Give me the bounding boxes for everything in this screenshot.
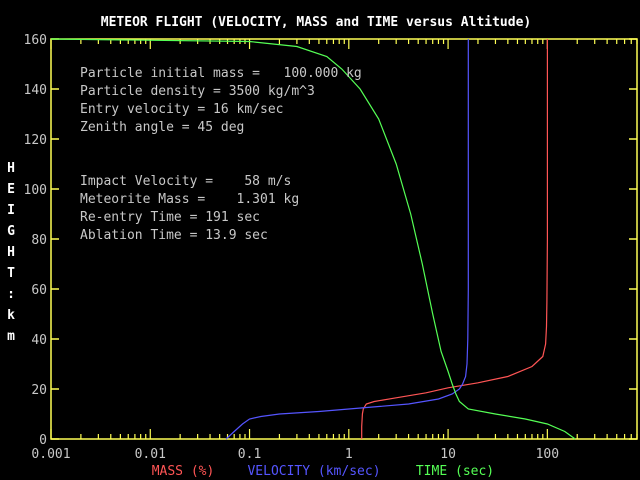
info-line: Re-entry Time = 191 sec bbox=[80, 210, 260, 225]
y-tick-label: 100 bbox=[24, 183, 47, 198]
info-line: Particle density = 3500 kg/m^3 bbox=[80, 84, 315, 99]
series-line bbox=[50, 38, 576, 440]
info-line: Entry velocity = 16 km/sec bbox=[80, 102, 284, 117]
x-tick-label: 0.001 bbox=[31, 447, 70, 462]
info-line: Particle initial mass = 100.000 kg bbox=[80, 66, 362, 81]
series-lines bbox=[50, 38, 576, 440]
legend-entry: VELOCITY (km/sec) bbox=[247, 464, 380, 479]
y-axis-title-char: H bbox=[7, 245, 15, 260]
series-line bbox=[361, 39, 549, 439]
x-axis-ticks: 0.001 0.01 0.1 1 10 100 bbox=[31, 39, 638, 462]
y-axis-title-char: k bbox=[7, 308, 15, 323]
info-line: Ablation Time = 13.9 sec bbox=[80, 228, 268, 243]
y-tick-label: 20 bbox=[31, 383, 47, 398]
y-axis-ticks: 0 20 40 60 80 100 120 140 160 bbox=[24, 33, 637, 448]
y-axis-title-char: H bbox=[7, 161, 15, 176]
y-tick-label: 60 bbox=[31, 283, 47, 298]
x-tick-label: 0.01 bbox=[135, 447, 166, 462]
y-axis-title-char: G bbox=[7, 224, 15, 239]
info-line: Impact Velocity = 58 m/s bbox=[80, 174, 291, 189]
x-tick-label: 100 bbox=[536, 447, 559, 462]
chart-title: METEOR FLIGHT (VELOCITY, MASS and TIME v… bbox=[101, 15, 531, 30]
y-tick-label: 140 bbox=[24, 83, 47, 98]
y-axis-title-char: m bbox=[7, 329, 15, 344]
y-axis-title-char: T bbox=[7, 266, 15, 281]
y-tick-label: 0 bbox=[39, 433, 47, 448]
x-tick-label: 1 bbox=[345, 447, 353, 462]
y-axis-title-char: I bbox=[7, 203, 15, 218]
y-axis-title-char: E bbox=[7, 182, 15, 197]
y-tick-label: 40 bbox=[31, 333, 47, 348]
info-line: Meteorite Mass = 1.301 kg bbox=[80, 192, 299, 207]
y-tick-label: 80 bbox=[31, 233, 47, 248]
y-tick-label: 120 bbox=[24, 133, 47, 148]
y-axis-title-char: : bbox=[7, 287, 15, 302]
legend: MASS (%) VELOCITY (km/sec) TIME (sec) bbox=[152, 464, 494, 479]
y-tick-label: 160 bbox=[24, 33, 47, 48]
info-line: Zenith angle = 45 deg bbox=[80, 120, 244, 135]
legend-entry: MASS (%) bbox=[152, 464, 215, 479]
x-tick-label: 0.1 bbox=[238, 447, 261, 462]
info-panel: Particle initial mass = 100.000 kg Partic… bbox=[80, 66, 362, 243]
x-tick-label: 10 bbox=[440, 447, 456, 462]
series-line bbox=[225, 39, 469, 440]
legend-entry: TIME (sec) bbox=[416, 464, 494, 479]
